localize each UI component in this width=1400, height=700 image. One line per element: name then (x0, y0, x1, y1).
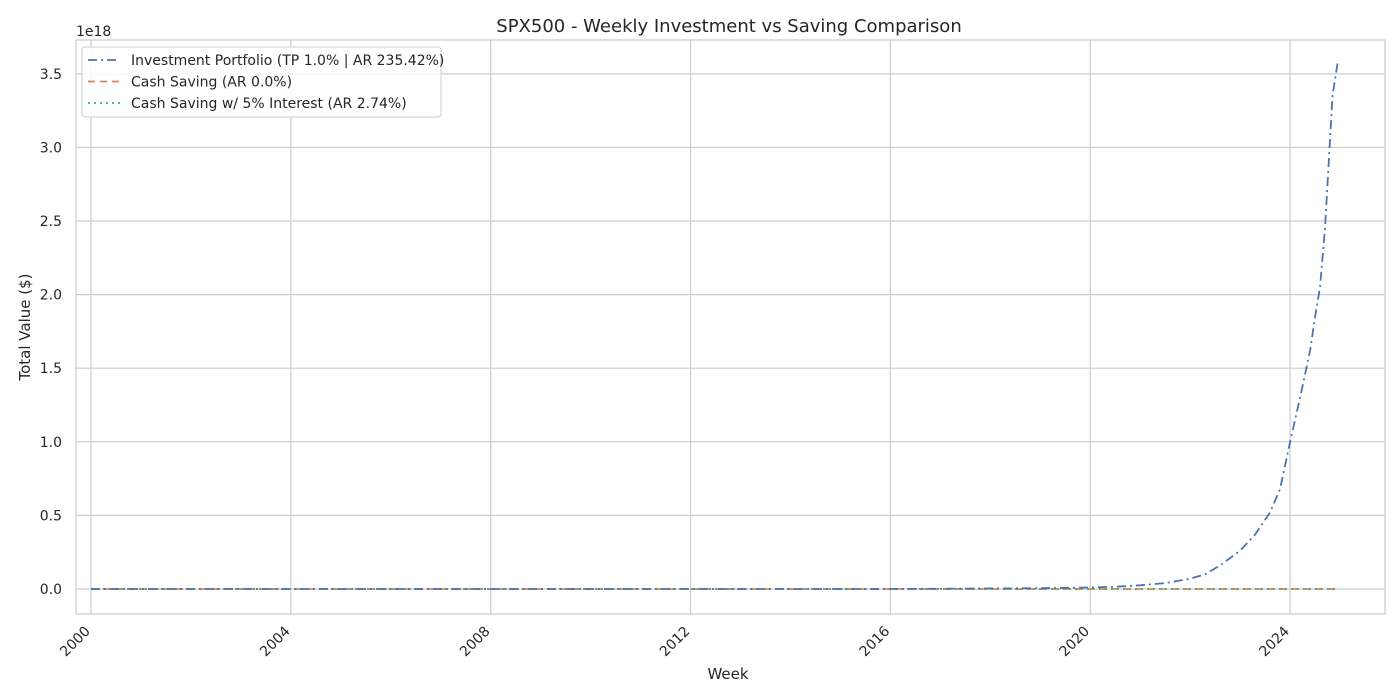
series-line-1 (91, 63, 1339, 590)
y-tick-label: 0.0 (40, 582, 62, 598)
plot-frame (75, 39, 1386, 615)
legend: Investment Portfolio (TP 1.0% | AR 235.4… (81, 46, 444, 118)
legend-label: Investment Portfolio (TP 1.0% | AR 235.4… (131, 53, 444, 69)
chart-title: SPX500 - Weekly Investment vs Saving Com… (496, 16, 961, 37)
y-axis-title: Total Value ($) (16, 273, 34, 381)
y-tick-label: 1.5 (40, 361, 62, 377)
legend-box (81, 46, 442, 118)
legend-label: Cash Saving w/ 5% Interest (AR 2.74%) (131, 96, 407, 112)
legend-label: Cash Saving (AR 0.0%) (131, 75, 292, 91)
y-offset-label: 1e18 (76, 24, 111, 40)
y-tick-label: 2.0 (40, 288, 62, 304)
series-lines (91, 63, 1339, 590)
y-tick-label: 3.5 (40, 67, 62, 83)
y-tick-label: 0.5 (40, 508, 62, 524)
y-tick-label: 2.5 (40, 214, 62, 230)
y-tick-label: 1.0 (40, 435, 62, 451)
x-axis-title: Week (707, 665, 748, 683)
y-tick-label: 3.0 (40, 140, 62, 156)
